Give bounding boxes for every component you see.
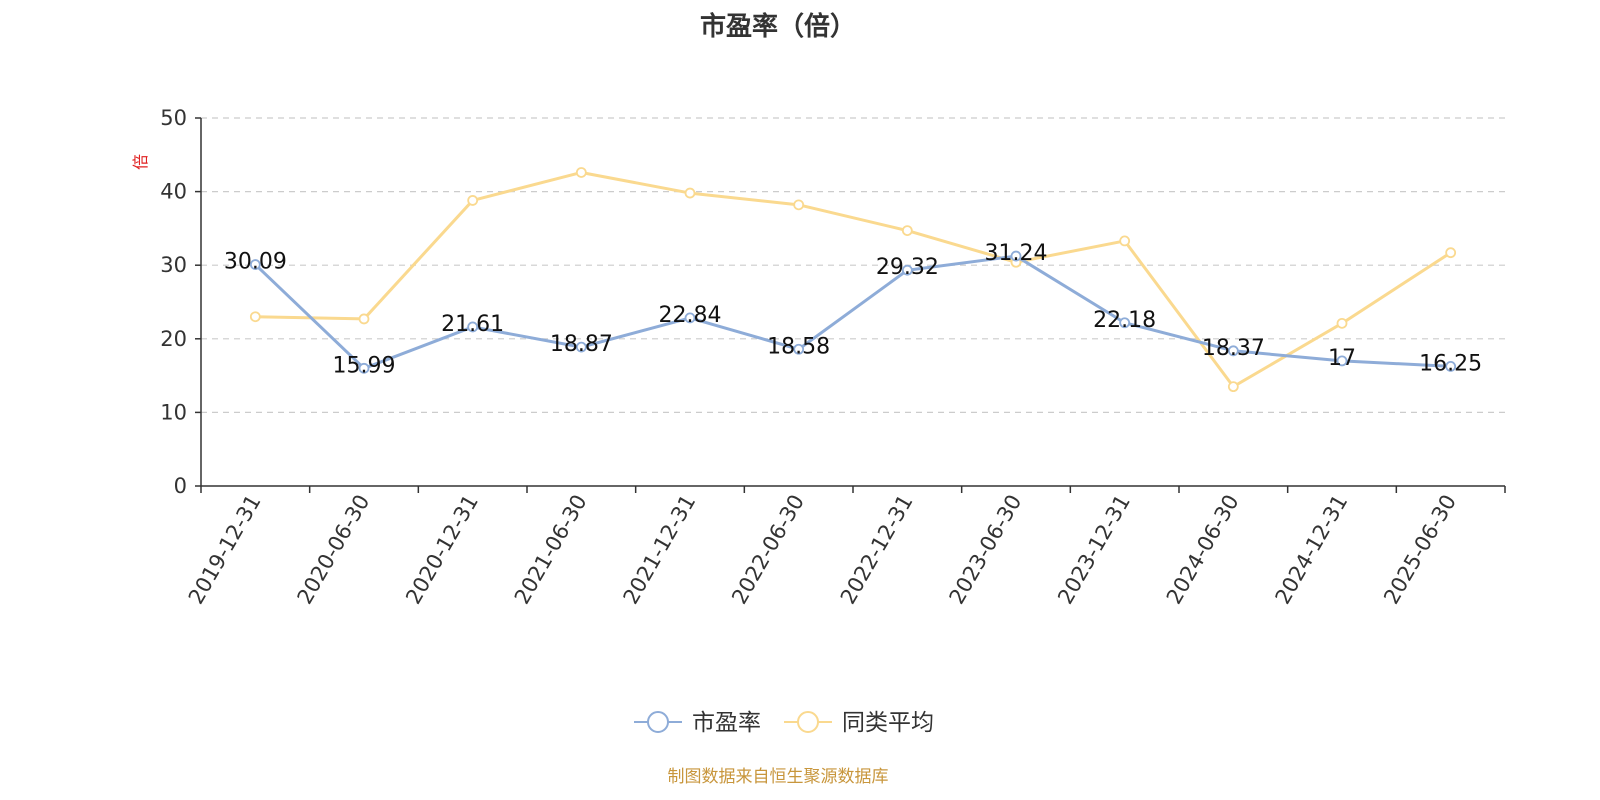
data-point: [575, 341, 587, 353]
x-tick-label: 2022-06-30: [727, 491, 809, 609]
y-tick-label: 50: [160, 106, 187, 130]
x-tick-label: 2020-06-30: [293, 491, 375, 609]
series-line-1: [255, 170, 1452, 389]
data-label: 21.61: [441, 312, 504, 337]
data-point: [1445, 360, 1457, 372]
data-point: [358, 313, 370, 325]
series-lines: [249, 167, 1457, 393]
data-label: 18.58: [767, 334, 830, 359]
data-point: [1119, 235, 1131, 247]
x-tick-label: 2022-12-31: [836, 491, 918, 609]
legend-marker-icon: [647, 711, 669, 733]
legend[interactable]: 市盈率 同类平均: [634, 710, 934, 736]
data-point: [467, 195, 479, 206]
x-tick-label: 2025-06-30: [1379, 491, 1461, 609]
data-point: [1010, 250, 1022, 262]
data-point: [1227, 345, 1239, 357]
data-point: [1119, 317, 1131, 329]
data-point: [1227, 381, 1239, 393]
data-label: 17: [1328, 346, 1356, 371]
data-point: [684, 187, 696, 199]
data-label: 18.87: [550, 332, 613, 357]
x-tick-label: 2021-06-30: [510, 491, 592, 609]
legend-item-0[interactable]: 市盈率: [634, 710, 761, 736]
data-label: 30.09: [224, 250, 287, 275]
series-line-0: [254, 254, 1451, 370]
x-tick-label: 2023-12-31: [1053, 491, 1135, 609]
data-labels: 30.09 15.99 21.61 18.87 22.84 18.58 29.32 31.24…: [224, 241, 1482, 378]
x-tick-label: 2021-12-31: [619, 491, 701, 609]
x-tick-label: 2019-12-31: [184, 491, 266, 609]
data-point: [793, 343, 805, 355]
data-point: [793, 199, 805, 211]
data-label: 22.18: [1093, 308, 1156, 333]
source-note: 制图数据来自恒生聚源数据库: [667, 767, 889, 787]
chart-title: 市盈率（倍）: [699, 12, 856, 42]
data-label: 31.24: [985, 241, 1048, 266]
y-axis-unit-label: 倍: [131, 154, 150, 170]
x-tick-label: 2023-06-30: [945, 491, 1027, 609]
data-label: 29.32: [876, 255, 939, 280]
legend-label: 市盈率: [692, 710, 761, 736]
data-point: [249, 259, 261, 270]
grid-lines: [201, 117, 1505, 413]
y-tick-label: 0: [174, 474, 187, 498]
legend-label: 同类平均: [842, 710, 934, 736]
y-tick-label: 30: [160, 253, 187, 277]
data-point: [1445, 247, 1457, 259]
data-label: 16.25: [1419, 351, 1482, 376]
y-tick-label: 10: [160, 400, 187, 424]
x-tick-label: 2024-12-31: [1271, 491, 1353, 609]
data-point: [1336, 355, 1348, 367]
data-point: [684, 312, 696, 324]
data-label: 18.37: [1202, 336, 1265, 361]
data-label: 22.84: [659, 303, 722, 328]
data-point: [358, 362, 370, 374]
data-point: [575, 167, 587, 178]
legend-marker-icon: [797, 711, 819, 733]
data-point: [901, 264, 913, 276]
data-label: 15.99: [333, 353, 396, 378]
data-point: [249, 311, 261, 323]
legend-item-1[interactable]: 同类平均: [784, 710, 934, 736]
y-tick-label: 20: [160, 327, 187, 351]
data-point: [901, 225, 913, 237]
data-point: [467, 321, 479, 333]
x-tick-label: 2024-06-30: [1162, 491, 1244, 609]
y-tick-label: 40: [160, 180, 187, 204]
x-tick-label: 2020-12-31: [401, 491, 483, 609]
data-point: [1336, 317, 1348, 329]
